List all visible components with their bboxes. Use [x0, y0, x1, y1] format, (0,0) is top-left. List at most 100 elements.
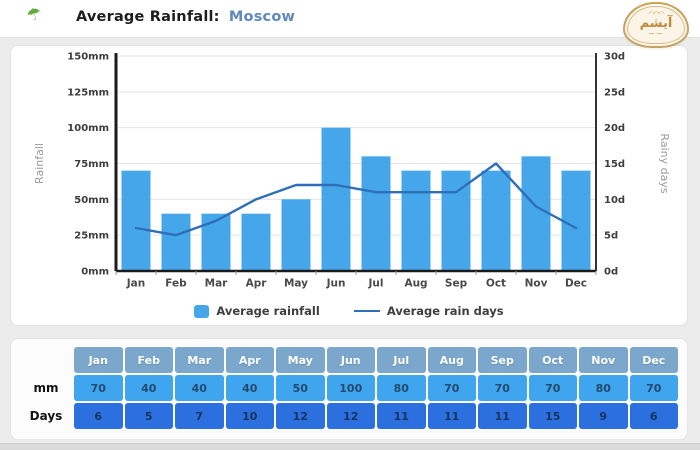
bar-jun[interactable] [321, 127, 351, 272]
table-month-jan: Jan [74, 347, 123, 373]
table-days-may: 12 [276, 403, 325, 429]
table-month-jun: Jun [326, 347, 375, 373]
table-days-dec: 6 [629, 403, 678, 429]
left-axis-tick: 150mm [67, 52, 109, 63]
month-label-sep: Sep [445, 278, 468, 290]
month-label-dec: Dec [565, 278, 587, 290]
left-axis-tick: 100mm [67, 123, 109, 134]
right-axis-tick: 10d [604, 195, 625, 206]
right-axis-tick: 5d [604, 231, 618, 242]
bar-apr[interactable] [241, 213, 271, 271]
table-mm-jan: 70 [74, 375, 123, 401]
table-mm-apr: 40 [225, 375, 274, 401]
legend-rain-days-label: Average rain days [386, 304, 504, 318]
table-days-feb: 5 [124, 403, 173, 429]
table-days-oct: 15 [528, 403, 577, 429]
bar-sep[interactable] [441, 170, 471, 271]
table-month-sep: Sep [478, 347, 527, 373]
bar-nov[interactable] [521, 156, 551, 271]
left-axis-tick: 50mm [74, 195, 109, 206]
table-month-mar: Mar [175, 347, 224, 373]
legend-average-rainfall[interactable]: Average rainfall [194, 304, 320, 318]
table-month-oct: Oct [528, 347, 577, 373]
chart-legend: Average rainfall Average rain days [11, 304, 687, 318]
legend-average-rain-days[interactable]: Average rain days [353, 304, 504, 318]
logo-ornament-icon: ◠◠◠ [648, 10, 664, 18]
page-bottom-strip [0, 443, 700, 450]
bar-mar[interactable] [201, 213, 231, 271]
bar-dec[interactable] [561, 170, 591, 271]
climate-table-card: Jan Feb Mar Apr May Jun Jul Aug Sep Oct Nov Dec mm 70… [10, 338, 688, 440]
table-month-apr: Apr [225, 347, 274, 373]
month-label-jul: Jul [368, 278, 384, 290]
table-mm-nov: 80 [579, 375, 628, 401]
month-label-feb: Feb [165, 278, 187, 290]
right-axis-tick: 20d [604, 123, 625, 134]
table-mm-mar: 40 [175, 375, 224, 401]
rain-days-line[interactable] [134, 162, 578, 237]
table-days-sep: 11 [478, 403, 527, 429]
month-label-jun: Jun [326, 278, 346, 290]
right-axis-tick: 0d [604, 267, 618, 278]
table-month-may: May [276, 347, 325, 373]
site-logo[interactable]: ◠◠◠ آیشم ∼∼ [623, 2, 689, 48]
right-axis-tick: 30d [604, 52, 625, 63]
left-axis-tick: 75mm [74, 159, 109, 170]
logo-flourish-icon: ∼∼ [648, 29, 664, 38]
table-month-feb: Feb [124, 347, 173, 373]
app-header: ☂ Average Rainfall: Moscow [0, 0, 700, 38]
right-axis-tick: 25d [604, 87, 625, 98]
table-mm-sep: 70 [478, 375, 527, 401]
table-days-apr: 10 [225, 403, 274, 429]
climate-table: Jan Feb Mar Apr May Jun Jul Aug Sep Oct Nov Dec mm 70… [11, 339, 687, 429]
table-days-mar: 7 [175, 403, 224, 429]
table-days-jun: 12 [326, 403, 375, 429]
page-title: Average Rainfall: Moscow [76, 9, 295, 25]
legend-line-swatch-icon [353, 309, 380, 313]
month-label-jan: Jan [126, 278, 145, 290]
table-mm-may: 50 [276, 375, 325, 401]
table-mm-feb: 40 [124, 375, 173, 401]
month-label-aug: Aug [404, 278, 427, 290]
rainfall-chart-card: 0mm 0d 25mm 5d 50mm 10d 75mm 15d 100mm 20d 125mm 25… [10, 45, 688, 326]
table-days-aug: 11 [427, 403, 476, 429]
right-axis-tick: 15d [604, 159, 625, 170]
table-month-aug: Aug [427, 347, 476, 373]
table-corner-cell [20, 347, 72, 373]
left-axis-tick: 25mm [74, 231, 109, 242]
umbrella-icon: ☂ [24, 3, 45, 27]
table-month-jul: Jul [377, 347, 426, 373]
table-days-row-label: Days [29, 409, 63, 423]
month-label-may: May [284, 278, 308, 290]
logo-text: آیشم [639, 16, 673, 31]
table-mm-dec: 70 [629, 375, 678, 401]
table-mm-row-label: mm [33, 381, 59, 395]
page-title-city: Moscow [228, 9, 296, 25]
table-days-jan: 6 [74, 403, 123, 429]
page-title-main: Average Rainfall: [76, 9, 220, 25]
table-days-jul: 11 [377, 403, 426, 429]
table-days-nov: 9 [579, 403, 628, 429]
table-month-dec: Dec [629, 347, 678, 373]
month-label-nov: Nov [525, 278, 548, 290]
table-mm-oct: 70 [528, 375, 577, 401]
bar-feb[interactable] [161, 213, 191, 271]
table-mm-jul: 80 [377, 375, 426, 401]
bar-oct[interactable] [481, 170, 511, 271]
rainfall-chart-svg: 0mm 0d 25mm 5d 50mm 10d 75mm 15d 100mm 20d 125mm 25… [33, 52, 671, 290]
legend-bar-swatch-icon [194, 304, 210, 318]
bar-aug[interactable] [401, 170, 431, 271]
month-label-apr: Apr [246, 278, 268, 290]
right-axis-title: Rainy days [658, 133, 671, 193]
bar-jul[interactable] [361, 156, 391, 271]
bar-jan[interactable] [121, 170, 151, 271]
bar-may[interactable] [281, 199, 311, 271]
left-axis-tick: 0mm [81, 267, 109, 278]
left-axis-title: Rainfall [33, 143, 46, 184]
month-label-oct: Oct [486, 278, 506, 290]
table-mm-aug: 70 [427, 375, 476, 401]
table-month-nov: Nov [579, 347, 628, 373]
legend-rainfall-label: Average rainfall [216, 304, 320, 318]
month-label-mar: Mar [205, 278, 229, 290]
table-mm-jun: 100 [326, 375, 375, 401]
